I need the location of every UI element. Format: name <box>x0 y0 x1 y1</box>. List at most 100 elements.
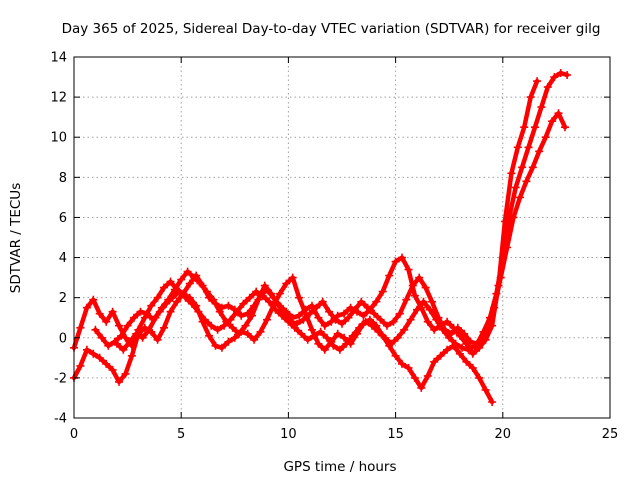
data-point <box>443 345 452 354</box>
data-point <box>250 335 259 344</box>
data-point <box>466 337 475 346</box>
data-point <box>108 365 117 374</box>
data-point <box>196 279 205 288</box>
data-point <box>82 345 91 354</box>
data-point <box>528 163 537 172</box>
data-point <box>507 169 516 178</box>
data-point <box>535 147 544 156</box>
data-point <box>344 313 353 322</box>
y-tick-label: 10 <box>50 131 67 146</box>
data-point <box>419 297 428 306</box>
data-point <box>160 283 168 292</box>
data-point <box>455 349 464 358</box>
data-point <box>290 323 299 332</box>
data-point <box>430 325 439 334</box>
data-point <box>172 297 181 306</box>
data-point <box>245 293 254 302</box>
data-point <box>200 315 209 324</box>
data-point <box>408 281 417 290</box>
data-point <box>284 317 293 326</box>
data-point <box>464 345 473 354</box>
data-point <box>417 383 426 392</box>
y-axis-title: SDTVAR / TECUs <box>8 183 24 293</box>
series-line <box>71 275 495 405</box>
data-point <box>217 343 226 352</box>
data-point <box>267 289 276 298</box>
data-point <box>378 287 387 296</box>
data-point <box>438 325 447 334</box>
data-point <box>241 321 250 330</box>
data-point <box>340 309 349 318</box>
data-point <box>340 333 349 342</box>
data-point <box>170 285 179 294</box>
data-point <box>531 123 539 132</box>
data-point <box>376 315 385 324</box>
data-point <box>127 351 136 360</box>
data-point <box>102 317 111 326</box>
data-point <box>350 305 359 314</box>
x-tick-label: 0 <box>70 427 78 442</box>
data-point <box>132 329 141 338</box>
data-point <box>488 398 497 406</box>
data-point <box>490 303 499 312</box>
y-tick-label: 8 <box>59 171 67 186</box>
data-point <box>224 301 233 310</box>
data-point <box>516 193 524 202</box>
y-tick-label: -2 <box>54 371 67 386</box>
data-point <box>451 339 460 348</box>
data-point <box>361 317 370 326</box>
data-point <box>325 307 334 316</box>
y-tick-label: -4 <box>54 412 67 427</box>
data-point <box>393 333 402 342</box>
data-point <box>136 307 145 316</box>
x-tick-label: 20 <box>495 427 512 442</box>
data-point <box>162 299 171 308</box>
y-tick-label: 0 <box>59 331 67 346</box>
data-point <box>355 323 364 332</box>
data-point <box>338 319 346 328</box>
data-point <box>95 353 104 362</box>
data-point <box>526 93 535 102</box>
data-point <box>166 307 175 316</box>
data-point <box>415 273 424 282</box>
data-point <box>561 123 569 132</box>
data-point <box>483 323 492 332</box>
data-point <box>166 277 175 286</box>
series-line <box>93 110 568 353</box>
data-point <box>194 307 203 316</box>
data-point <box>147 301 156 310</box>
data-point <box>153 293 162 302</box>
data-point <box>383 321 391 330</box>
data-point <box>207 321 216 330</box>
data-point <box>224 337 233 346</box>
data-point <box>462 339 471 348</box>
data-point <box>423 317 432 326</box>
data-point <box>273 299 282 308</box>
data-point <box>481 385 490 394</box>
data-point <box>327 317 336 326</box>
data-point <box>470 341 479 350</box>
data-point <box>333 329 342 338</box>
data-point <box>181 293 190 302</box>
data-point <box>363 303 372 312</box>
data-point <box>308 325 316 334</box>
data-point <box>413 305 421 314</box>
data-point <box>190 273 199 282</box>
data-point <box>228 323 237 332</box>
data-point <box>237 311 246 320</box>
data-point <box>520 123 529 132</box>
data-point <box>374 327 383 336</box>
data-point <box>385 271 394 280</box>
data-point <box>348 331 357 340</box>
data-point <box>423 371 432 380</box>
data-point <box>271 305 280 314</box>
data-point <box>149 315 158 324</box>
data-point <box>518 163 527 172</box>
data-point <box>183 267 192 276</box>
data-point <box>314 339 323 348</box>
data-point <box>563 71 572 79</box>
data-point <box>370 309 379 318</box>
data-point <box>368 321 376 330</box>
data-point <box>509 213 518 222</box>
x-tick-label: 10 <box>280 427 297 442</box>
